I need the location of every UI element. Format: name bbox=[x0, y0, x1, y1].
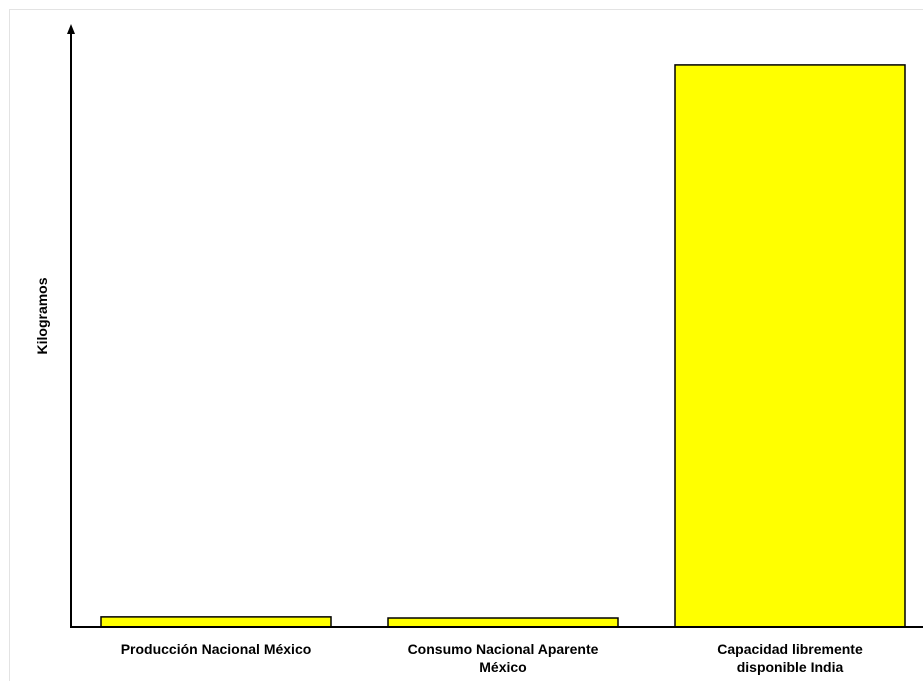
x-tick-label-line: Capacidad libremente bbox=[717, 641, 863, 657]
x-tick-labels-group: Producción Nacional México Consumo Nacion… bbox=[121, 641, 863, 675]
x-tick-label-3: Capacidad libremente disponible India bbox=[717, 641, 863, 675]
bar-3 bbox=[674, 64, 906, 628]
bars-group bbox=[100, 64, 906, 628]
x-tick-label-line: Consumo Nacional Aparente bbox=[408, 641, 599, 657]
x-tick-label-line: Producción Nacional México bbox=[121, 641, 312, 657]
x-tick-label-1: Producción Nacional México bbox=[121, 641, 312, 657]
y-axis-arrowhead bbox=[67, 24, 75, 34]
y-axis-label: Kilogramos bbox=[34, 277, 50, 354]
x-tick-label-2: Consumo Nacional Aparente México bbox=[408, 641, 599, 675]
bar-2 bbox=[387, 617, 619, 628]
bar-1 bbox=[100, 616, 332, 628]
x-tick-label-line: México bbox=[479, 659, 526, 675]
x-tick-label-line: disponible India bbox=[737, 659, 844, 675]
